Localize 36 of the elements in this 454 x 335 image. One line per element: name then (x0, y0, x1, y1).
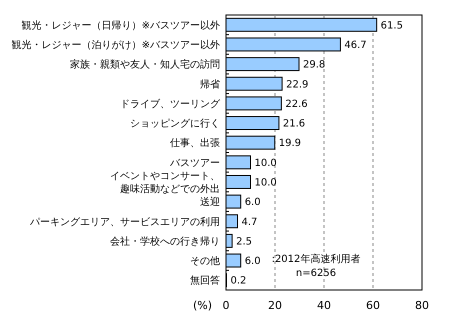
y-tick-label: パーキングエリア、サービスエリアの利用 (29, 216, 220, 228)
x-axis-title: (%) (192, 299, 212, 312)
y-tick-label: 無回答 (190, 274, 220, 287)
x-tick-label: 60 (366, 299, 380, 312)
annotation: n=6256 (296, 268, 336, 279)
data-label: 46.7 (344, 40, 367, 51)
annotation: :2012年高速利用者 (272, 253, 360, 265)
data-label: 29.8 (303, 60, 326, 71)
data-label: 21.6 (282, 118, 306, 130)
y-tick-label: その他 (190, 255, 220, 268)
y-tick-label: 観光・レジャー（泊りがけ）※バスツアー以外 (12, 38, 220, 51)
x-tick-label: 40 (317, 299, 331, 312)
y-tick-label: 仕事、出張 (170, 137, 220, 150)
y-tick-label: ショッピングに行く (130, 118, 220, 130)
x-tick-label: 20 (268, 299, 282, 312)
x-tick-label: 0 (222, 299, 230, 312)
data-label: 10.0 (254, 158, 277, 169)
y-tick-label: 送迎 (200, 196, 220, 208)
y-tick-label: ドライブ、ツーリング (120, 98, 221, 110)
y-tick-label: 会社・学校への行き帰り (110, 235, 220, 248)
data-label: 61.5 (380, 20, 403, 32)
data-label: 4.7 (242, 216, 258, 228)
y-tick-label: イベントやコンサート、趣味活動などでの外出 (110, 170, 220, 195)
data-label: 2.5 (236, 236, 252, 248)
data-label: 6.0 (244, 197, 261, 208)
y-tick-label: 家族・親類や友人・知人宅の訪問 (70, 58, 220, 71)
data-label: 22.6 (285, 98, 308, 110)
x-tick-label: 80 (415, 299, 429, 312)
y-tick-label: 帰省 (200, 78, 220, 90)
data-label: 22.9 (286, 79, 308, 90)
data-label: 10.0 (254, 177, 277, 188)
data-label: 19.9 (278, 138, 302, 150)
data-label: 6.0 (244, 256, 261, 268)
y-tick-label: バスツアー (169, 158, 220, 169)
data-label: 0.2 (230, 276, 246, 287)
y-tick-label: 観光・レジャー（日帰り）※バスツアー以外 (22, 19, 220, 32)
